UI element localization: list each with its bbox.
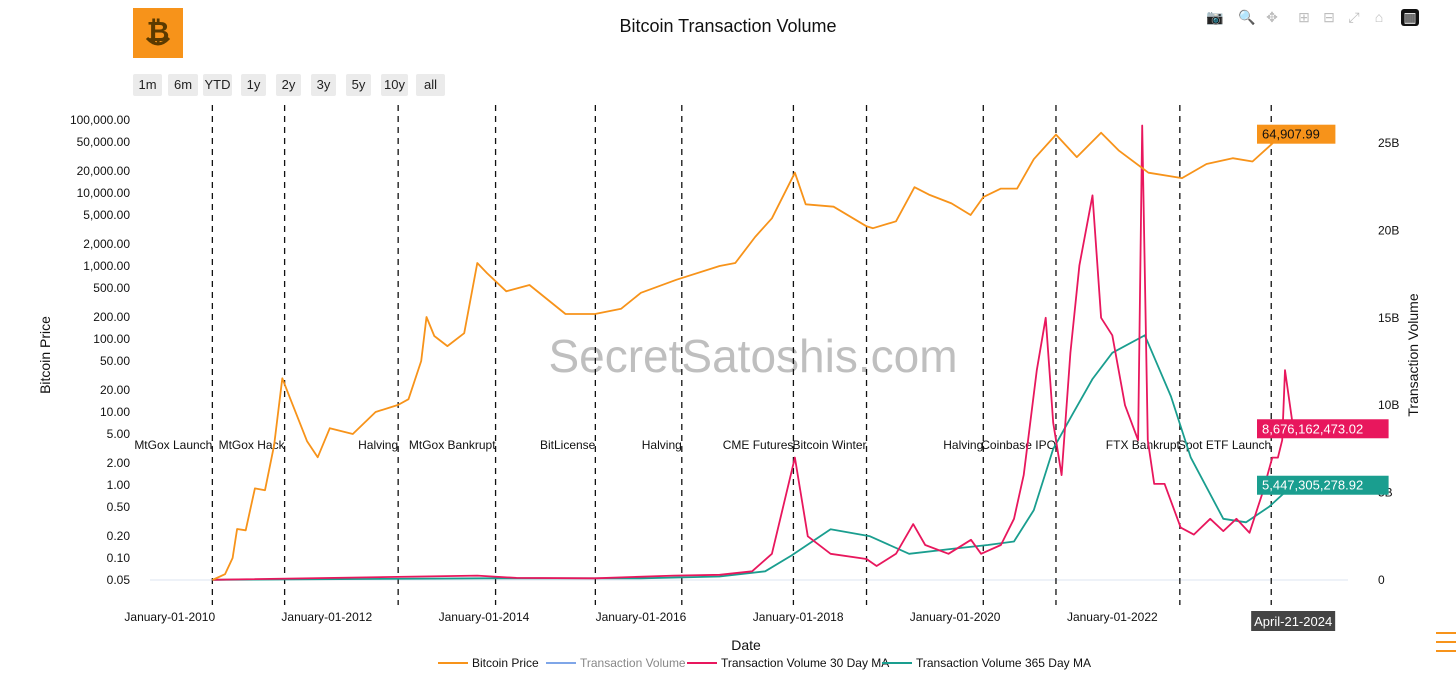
range-button-3y[interactable]: 3y (311, 74, 336, 96)
y2-axis-title: Transaction Volume (1405, 293, 1421, 416)
y-tick-label: 0.20 (107, 529, 131, 543)
ma365-last-value-arrow (1257, 478, 1297, 491)
y-tick-label: 0.05 (107, 573, 131, 587)
series-price-line (212, 130, 1294, 581)
event-label: MtGox Hack (219, 438, 286, 452)
ma365-last-value: 5,447,305,278.92 (1262, 478, 1363, 493)
chart-title: Bitcoin Transaction Volume (619, 16, 837, 36)
pan-icon[interactable]: ✥ (1266, 9, 1278, 25)
range-button-5y[interactable]: 5y (346, 74, 371, 96)
y-tick-label: 10.00 (100, 405, 130, 419)
watermark: SecretSatoshis.com (548, 330, 957, 382)
secretsatoshis-logo: ₿ (133, 8, 183, 58)
y-tick-label: 5,000.00 (83, 208, 130, 222)
y-tick-label: 1.00 (107, 478, 131, 492)
range-button-all[interactable]: all (416, 74, 445, 96)
series-ma365-line (212, 334, 1294, 581)
event-label: Coinbase IPO (981, 438, 1056, 452)
svg-text:₿: ₿ (147, 16, 170, 47)
y-tick-label: 20.00 (100, 383, 130, 397)
y-tick-label: 20,000.00 (77, 164, 131, 178)
autoscale-icon[interactable]: ⤢ (1348, 9, 1360, 25)
price-last-value: 64,907.99 (1262, 127, 1320, 142)
legend-item-2: Transaction Volume 30 Day MA (721, 656, 889, 670)
x-tick-label: January-01-2022 (1067, 610, 1158, 624)
y2-tick-label: 10B (1378, 398, 1399, 412)
range-button-1y[interactable]: 1y (241, 74, 266, 96)
y-tick-label: 0.10 (107, 551, 131, 565)
menu-icon[interactable] (1436, 632, 1456, 659)
x-tick-label: January-01-2020 (910, 610, 1001, 624)
ma30-last-value-box (1257, 419, 1389, 439)
ma365-last-value-box (1257, 475, 1389, 495)
y-tick-label: 0.50 (107, 500, 131, 514)
event-label: Halving (943, 438, 983, 452)
x-tick-label: January-01-2016 (596, 610, 687, 624)
event-label: Bitcoin Winter (792, 438, 866, 452)
event-label: FTX Bankrupt (1106, 438, 1181, 452)
zoom-icon[interactable]: 🔍 (1238, 9, 1256, 25)
y-tick-label: 10,000.00 (77, 186, 131, 200)
ma30-last-value-arrow (1257, 422, 1297, 435)
range-button-6m[interactable]: 6m (168, 74, 198, 96)
y2-tick-label: 20B (1378, 223, 1399, 237)
legend-item-0: Bitcoin Price (472, 656, 539, 670)
y-axis-title: Bitcoin Price (37, 316, 53, 394)
legend-item-1: Transaction Volume (580, 656, 686, 670)
zoom-in-icon[interactable]: ⊞ (1298, 9, 1310, 25)
range-button-ytd[interactable]: YTD (203, 74, 232, 96)
y-tick-label: 100,000.00 (70, 113, 130, 127)
camera-icon[interactable]: 📷 (1206, 9, 1224, 25)
y-tick-label: 5.00 (107, 427, 131, 441)
y-tick-label: 500.00 (93, 281, 130, 295)
event-label: BitLicense (540, 438, 596, 452)
series-ma30-line (212, 124, 1295, 581)
x-axis-title: Date (731, 637, 761, 653)
event-label: CME Futures (723, 438, 794, 452)
x-tick-label: January-01-2018 (753, 610, 844, 624)
hover-date-label: April-21-2024 (1254, 614, 1332, 629)
y-tick-label: 50.00 (100, 354, 130, 368)
y-tick-label: 2.00 (107, 456, 131, 470)
ma30-last-value: 8,676,162,473.02 (1262, 421, 1363, 436)
x-tick-label: January-01-2014 (439, 610, 530, 624)
home-icon[interactable]: ⌂ (1374, 9, 1384, 25)
hover-date-box (1251, 611, 1336, 631)
event-label: Halving (358, 438, 398, 452)
event-label: MtGox Launch (134, 438, 212, 452)
y-tick-label: 1,000.00 (83, 259, 130, 273)
event-label: Halving (642, 438, 682, 452)
y2-tick-label: 25B (1378, 136, 1399, 150)
y-tick-label: 100.00 (93, 332, 130, 346)
bitcoin-smile-logo-icon: ₿ (145, 16, 171, 47)
price-last-value-arrow (1257, 127, 1297, 140)
plotly-logo-icon[interactable]: ▥ (1401, 9, 1419, 26)
x-tick-label: January-01-2012 (281, 610, 372, 624)
event-label: Spot ETF Launch (1178, 438, 1271, 452)
y-tick-label: 50,000.00 (77, 135, 131, 149)
x-tick-label: January-01-2010 (124, 610, 215, 624)
range-button-10y[interactable]: 10y (381, 74, 408, 96)
y-tick-label: 200.00 (93, 310, 130, 324)
range-button-2y[interactable]: 2y (276, 74, 301, 96)
y2-tick-label: 0 (1378, 573, 1385, 587)
zoom-out-icon[interactable]: ⊟ (1323, 9, 1335, 25)
y-tick-label: 2,000.00 (83, 237, 130, 251)
price-last-value-box (1257, 124, 1336, 144)
range-button-1m[interactable]: 1m (133, 74, 162, 96)
event-label: MtGox Bankrupt (409, 438, 496, 452)
y2-tick-label: 15B (1378, 311, 1399, 325)
legend-item-3: Transaction Volume 365 Day MA (916, 656, 1091, 670)
